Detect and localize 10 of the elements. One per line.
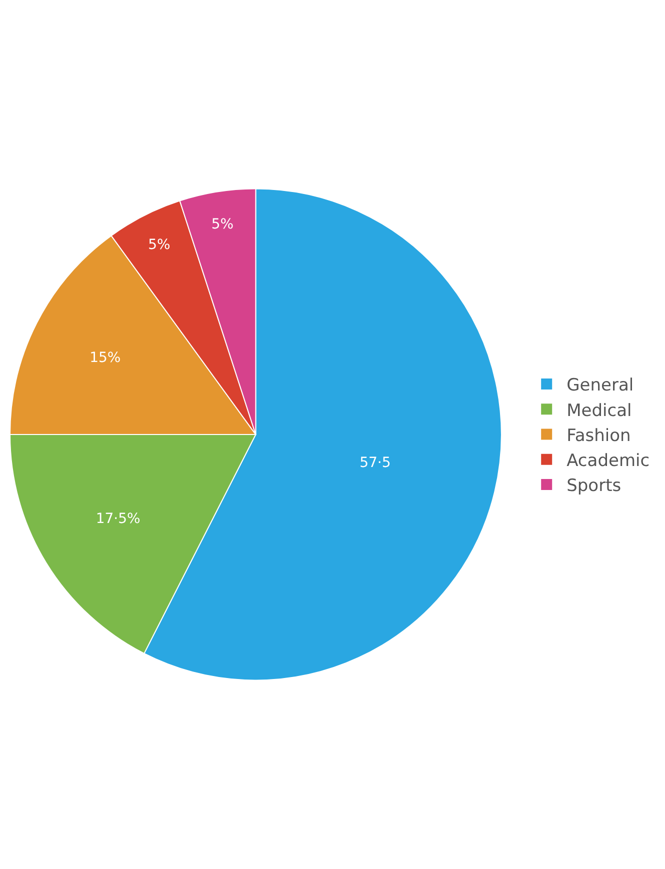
legend-label: Medical	[566, 400, 632, 421]
data-label: 5%	[148, 237, 170, 254]
legend-label: General	[566, 376, 634, 396]
data-label: 5%	[211, 216, 234, 233]
data-label: 57·5	[360, 455, 391, 472]
legend-label: Fashion	[566, 426, 631, 446]
data-label: 15%	[90, 350, 121, 366]
legend-label: Sports	[566, 476, 622, 496]
data-label: 17·5%	[96, 510, 140, 527]
legend-label: Academic	[566, 450, 650, 471]
